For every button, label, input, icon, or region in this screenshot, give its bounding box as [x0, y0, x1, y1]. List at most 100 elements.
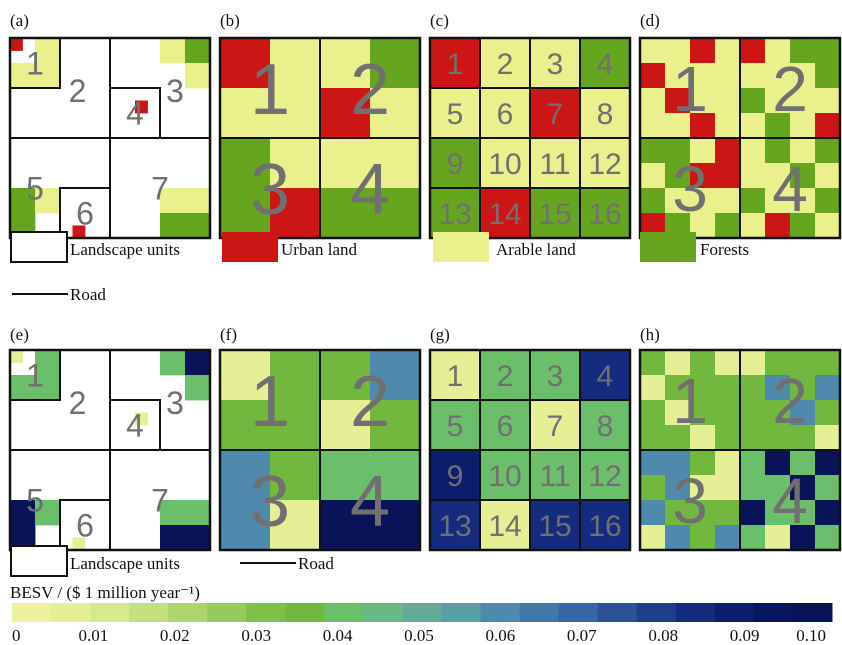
- colorbar: 0 0.01 0.02 0.03 0.04 0.05 0.06 0.07 0.08 0.09 0.1…: [12, 603, 833, 645]
- colorbar-tick-label: 0.06: [486, 626, 516, 645]
- landscape-unit-number: 2: [69, 385, 87, 421]
- map-cell: [790, 88, 816, 114]
- colorbar-swatch: [714, 603, 755, 622]
- map-cell: [430, 450, 481, 501]
- map-cell: [220, 88, 271, 139]
- colorbar-swatch: [207, 603, 247, 622]
- colorbar-tick-label: 0.07: [567, 626, 597, 645]
- map-cell: [815, 475, 841, 501]
- landscape-unit-number: 1: [447, 360, 464, 393]
- landscape-unit-number: 7: [151, 171, 169, 207]
- map-cell: [430, 400, 481, 451]
- colorbar-tick-label: 0.10: [796, 626, 826, 645]
- map-cell: [320, 38, 371, 89]
- map-cell: [640, 163, 666, 189]
- panel-label-h: (h): [640, 325, 660, 344]
- map-cell: [640, 113, 666, 139]
- map-cell: [665, 188, 691, 214]
- map-cell: [480, 450, 531, 501]
- landscape-unit-number: 3: [672, 465, 708, 537]
- map-cell: [185, 213, 211, 239]
- map-cell: [815, 38, 841, 64]
- map-cell: [320, 88, 371, 139]
- map-cell: [640, 500, 666, 526]
- landscape-unit-number: 6: [497, 410, 514, 443]
- landscape-unit-number: 12: [588, 460, 621, 493]
- map-cell: [815, 500, 841, 526]
- landscape-unit-number: 6: [497, 98, 514, 131]
- map-cell: [665, 525, 691, 551]
- landscape-unit-number: 2: [497, 48, 514, 81]
- colorbar-swatch: [51, 603, 91, 622]
- landscape-unit-number: 1: [26, 358, 44, 394]
- map-cell: [35, 500, 61, 526]
- map-cell: [370, 350, 421, 401]
- map-cell: [530, 350, 581, 401]
- legend-label-road-bottom: Road: [298, 554, 334, 573]
- map-cell: [185, 38, 211, 64]
- panel-label-e: (e): [10, 325, 29, 344]
- map-cell: [790, 400, 816, 426]
- map-cell: [370, 88, 421, 139]
- landscape-unit-number: 5: [26, 483, 44, 519]
- colorbar-tick-label: 0.05: [404, 626, 434, 645]
- map-cell: [665, 38, 691, 64]
- map-cell: [815, 113, 841, 139]
- landscape-unit-number: 12: [588, 148, 621, 181]
- map-cell: [220, 138, 271, 189]
- map-cell: [665, 63, 691, 89]
- map-cell: [270, 38, 321, 89]
- map-cell: [715, 113, 741, 139]
- map-cell: [72, 537, 86, 551]
- map-cell: [790, 450, 816, 476]
- map-cell: [135, 412, 148, 426]
- map-cell: [320, 450, 371, 501]
- map-cell: [185, 188, 211, 214]
- landscape-unit-number: 14: [488, 198, 521, 231]
- map-cell: [135, 100, 148, 114]
- legend-label-urban-land: Urban land: [281, 240, 358, 259]
- map-cell: [815, 88, 841, 114]
- map-cell: [430, 500, 481, 551]
- map-cell: [35, 38, 61, 64]
- landscape-unit-number: 7: [151, 483, 169, 519]
- landscape-unit-number: 1: [26, 46, 44, 82]
- colorbar-tick-label: 0.02: [160, 626, 190, 645]
- legend-swatch-forests: [640, 232, 696, 262]
- landscape-unit-number: 10: [488, 460, 521, 493]
- map-cell: [715, 450, 741, 476]
- map-cell: [740, 375, 766, 401]
- map-cell: [320, 500, 371, 551]
- colorbar-swatch: [129, 603, 169, 622]
- landscape-unit-number: 4: [597, 360, 614, 393]
- map-cell: [530, 138, 581, 189]
- colorbar-swatch: [519, 603, 560, 622]
- map-cell: [790, 475, 816, 501]
- panel-label-b: (b): [220, 11, 240, 30]
- map-cell: [370, 450, 421, 501]
- map-cell: [715, 88, 741, 114]
- map-cell: [740, 350, 766, 376]
- map-cell: [530, 188, 581, 239]
- legend-label-forests: Forests: [700, 240, 749, 259]
- map-cell: [220, 350, 271, 401]
- map-cell: [740, 113, 766, 139]
- map-cell: [72, 225, 86, 239]
- map-cell: [160, 213, 186, 239]
- map-cell: [815, 213, 841, 239]
- map-cell: [765, 113, 791, 139]
- map-cell: [665, 375, 691, 401]
- map-cell: [530, 38, 581, 89]
- panel-border: [218, 36, 422, 240]
- landscape-unit-number: 6: [76, 508, 94, 544]
- map-cell: [765, 38, 791, 64]
- map-cell: [370, 400, 421, 451]
- landscape-unit-number: 15: [538, 510, 571, 543]
- map-cell: [690, 188, 716, 214]
- map-cell: [740, 88, 766, 114]
- map-cell: [715, 163, 741, 189]
- landscape-unit-number: 5: [447, 410, 464, 443]
- map-cell: [765, 400, 791, 426]
- map-cell: [10, 63, 36, 89]
- landscape-unit-number: 4: [126, 96, 144, 132]
